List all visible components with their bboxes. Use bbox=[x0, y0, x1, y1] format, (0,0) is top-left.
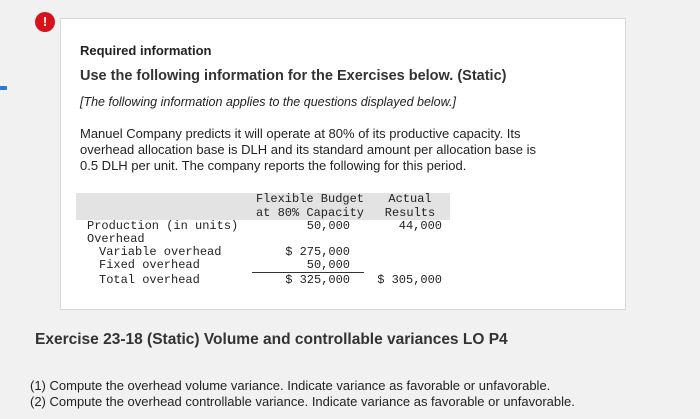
cell: 50,000 bbox=[306, 219, 350, 233]
side-marker bbox=[0, 86, 7, 90]
body-line: overhead allocation base is DLH and its … bbox=[80, 142, 536, 157]
column-header: Flexible Budget at 80% Capacity bbox=[250, 192, 370, 220]
question: (2) Compute the overhead controllable va… bbox=[30, 394, 575, 409]
cell: 44,000 bbox=[398, 219, 442, 233]
title: Use the following information for the Ex… bbox=[80, 68, 507, 84]
info-box bbox=[60, 18, 626, 310]
row-label: Overhead bbox=[87, 232, 145, 246]
row-label: Production (in units) bbox=[87, 219, 239, 233]
row-label: Total overhead bbox=[99, 273, 200, 287]
alert-icon: ! bbox=[35, 12, 55, 32]
question: (1) Compute the overhead volume variance… bbox=[30, 378, 551, 393]
exercise-title: Exercise 23-18 (Static) Volume and contr… bbox=[35, 331, 508, 348]
heading: Required information bbox=[80, 43, 212, 58]
table-header-bg bbox=[76, 193, 450, 220]
body-line: 0.5 DLH per unit. The company reports th… bbox=[80, 158, 467, 173]
note: [The following information applies to th… bbox=[80, 95, 456, 109]
cell: $ 305,000 bbox=[377, 273, 442, 287]
body: Manuel Company predicts it will operate … bbox=[80, 126, 536, 174]
questions: (1) Compute the overhead volume variance… bbox=[30, 378, 575, 410]
row-label: Fixed overhead bbox=[99, 258, 200, 272]
column-header: Actual Results bbox=[378, 192, 442, 220]
body-line: Manuel Company predicts it will operate … bbox=[80, 126, 521, 141]
header-line: Actual bbox=[388, 192, 432, 206]
cell: $ 325,000 bbox=[285, 273, 350, 287]
header-line: Flexible Budget bbox=[255, 192, 365, 206]
sum-rule bbox=[252, 272, 364, 273]
cell: 50,000 bbox=[306, 258, 350, 272]
row-label: Variable overhead bbox=[99, 245, 222, 259]
cell: $ 275,000 bbox=[285, 245, 350, 259]
header-line: Results bbox=[384, 205, 436, 220]
header-line: at 80% Capacity bbox=[255, 205, 365, 220]
